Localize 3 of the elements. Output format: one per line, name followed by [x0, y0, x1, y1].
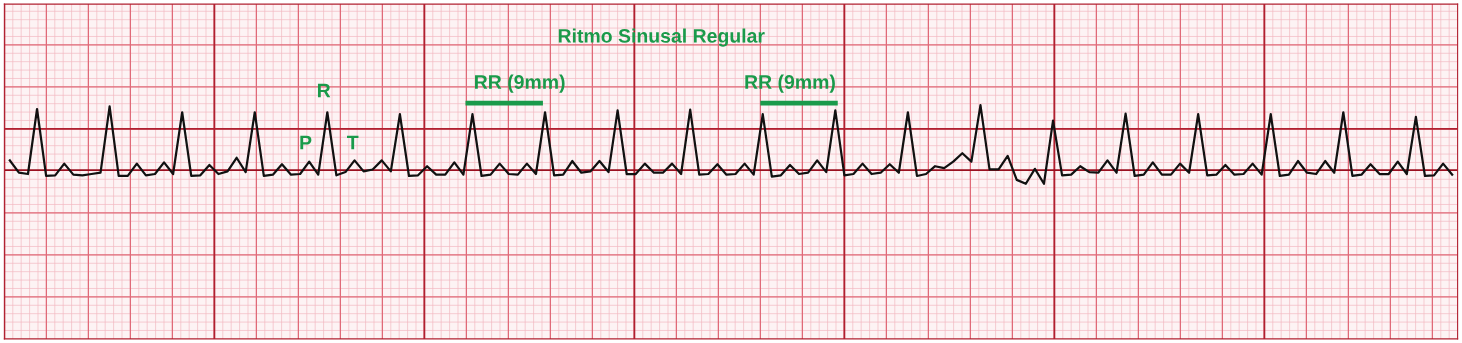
annotation: P	[300, 135, 312, 150]
annotation: T	[347, 135, 359, 150]
text: R	[317, 83, 331, 98]
